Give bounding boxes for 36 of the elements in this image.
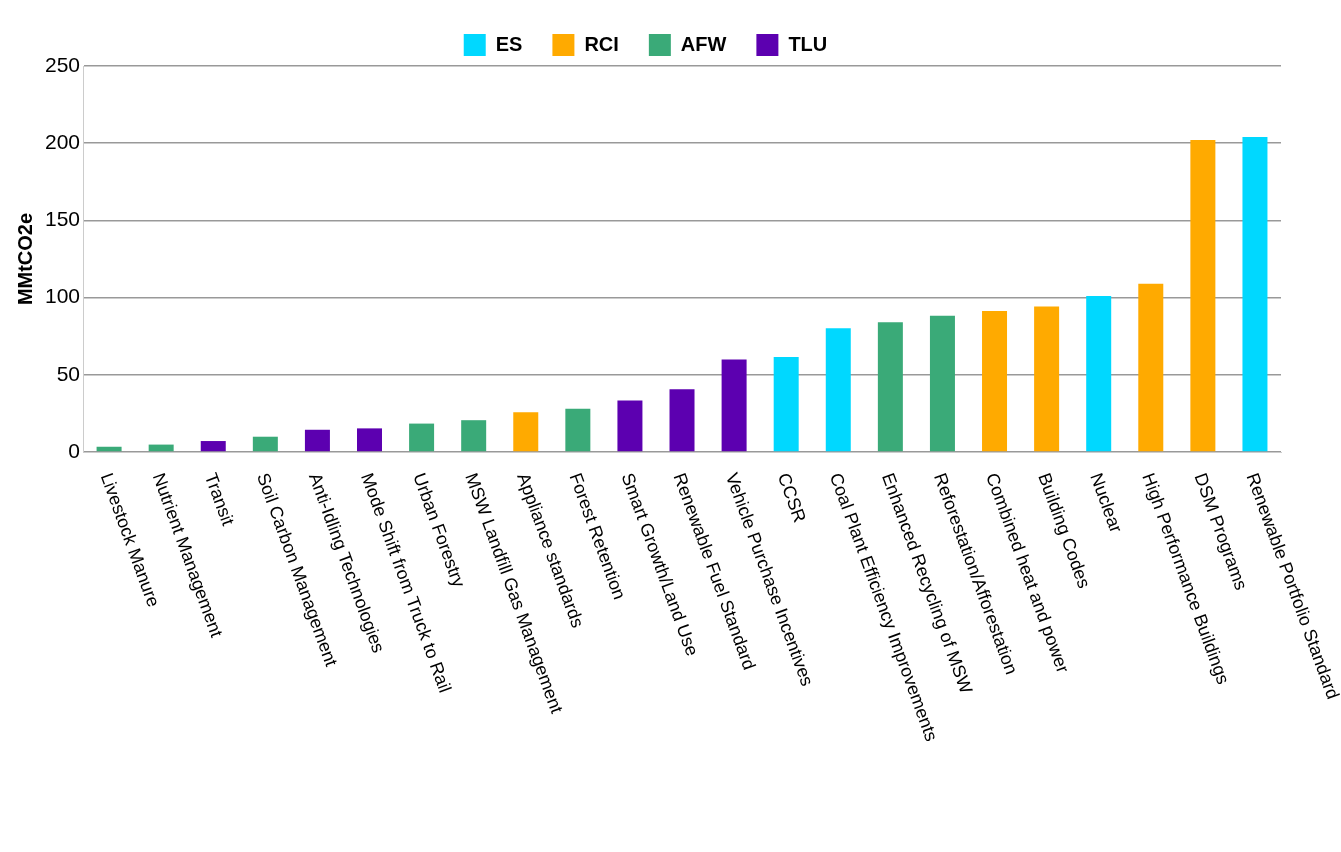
legend-label: TLU — [788, 32, 828, 55]
y-tick-label: 250 — [44, 52, 81, 76]
y-tick-label: 0 — [68, 438, 81, 462]
bar — [409, 423, 435, 452]
y-tick-label: 150 — [44, 207, 81, 231]
bar — [513, 412, 539, 452]
y-tick-label: 100 — [44, 284, 81, 308]
bar — [617, 400, 643, 452]
y-axis-title: MMtCO2e — [13, 212, 36, 306]
bar — [929, 315, 955, 452]
legend-label: ES — [495, 32, 523, 55]
y-tick-label: 50 — [56, 361, 81, 385]
bar — [1138, 283, 1164, 452]
legend-label: RCI — [584, 32, 619, 55]
bar — [304, 429, 330, 452]
bar — [721, 359, 747, 452]
bar — [877, 322, 903, 452]
bar — [1034, 306, 1060, 452]
bar — [148, 444, 174, 452]
bar — [1242, 137, 1268, 452]
bar — [565, 408, 591, 452]
bar — [1086, 296, 1112, 452]
bar — [200, 441, 226, 452]
x-tick-label: CCSR — [773, 470, 810, 526]
bar — [1190, 140, 1216, 452]
x-tick-label: Nuclear — [1086, 470, 1127, 536]
bar — [252, 436, 278, 452]
bar — [773, 357, 799, 452]
bar — [982, 311, 1008, 452]
legend-label: AFW — [680, 32, 727, 55]
bar — [825, 328, 851, 452]
bar — [357, 428, 383, 452]
bar — [461, 420, 487, 452]
bar — [669, 389, 695, 452]
x-tick-label: Transit — [200, 470, 239, 529]
y-tick-label: 200 — [44, 130, 81, 153]
